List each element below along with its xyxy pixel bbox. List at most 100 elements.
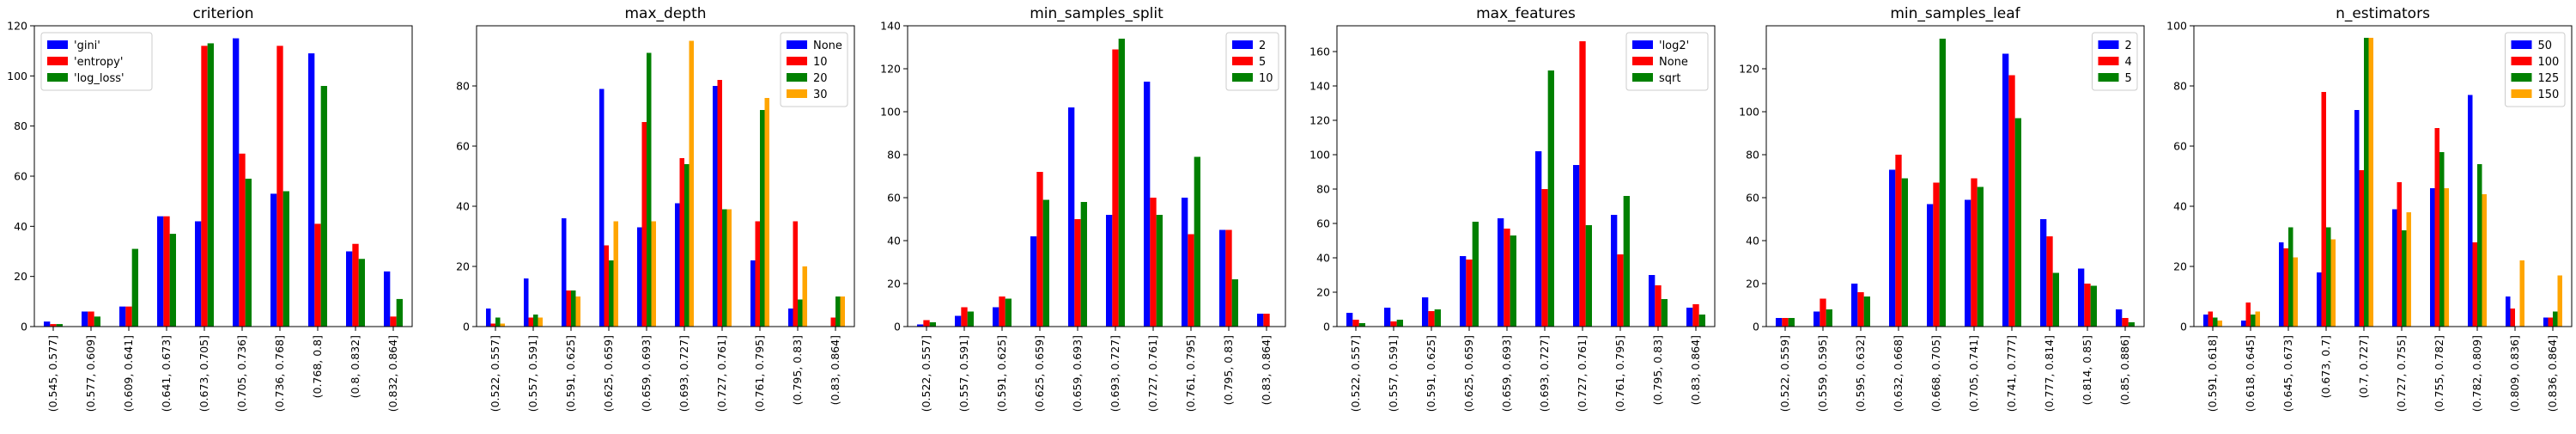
x-tick-label: (0.673, 0.705] <box>197 335 210 412</box>
bar <box>1971 178 1978 327</box>
bar <box>1390 321 1397 327</box>
bar <box>88 311 94 327</box>
bar <box>195 221 202 327</box>
x-tick-label: (0.625, 0.659] <box>1462 335 1475 412</box>
bar <box>1434 309 1441 327</box>
bar <box>2368 38 2373 327</box>
bar <box>524 278 529 327</box>
bar <box>2084 284 2091 327</box>
y-tick-label: 100 <box>7 70 27 83</box>
bar <box>2014 118 2021 327</box>
x-tick-label: (0.673, 0.7] <box>2319 335 2332 398</box>
bar <box>1649 275 1656 327</box>
axes-frame <box>1336 25 1716 327</box>
bar <box>1225 229 1232 327</box>
x-tick-label: (0.755, 0.782] <box>2433 335 2445 412</box>
bar <box>314 223 321 327</box>
bar <box>1194 156 1200 327</box>
bar <box>967 311 974 327</box>
y-tick-label: 0 <box>463 321 470 333</box>
legend-label: 50 <box>2538 40 2553 52</box>
bar <box>94 316 100 327</box>
bar <box>713 86 718 327</box>
bar <box>125 306 132 327</box>
bar <box>1611 215 1618 327</box>
y-tick-label: 40 <box>2173 200 2187 213</box>
bar <box>1504 229 1510 327</box>
legend-label: None <box>1659 56 1688 69</box>
bar <box>1782 318 1789 327</box>
bar <box>1428 311 1435 327</box>
legend-swatch <box>787 57 807 65</box>
bar <box>2078 268 2085 327</box>
x-tick-label: (0.83, 0.864] <box>1260 335 1273 405</box>
y-tick-label: 100 <box>2166 20 2187 33</box>
x-tick-label: (0.795, 0.83] <box>791 335 804 405</box>
x-tick-label: (0.814, 0.85] <box>2081 335 2093 405</box>
legend: 50 100 125 150 <box>2505 32 2566 107</box>
x-tick-label: (0.705, 0.736] <box>235 335 248 412</box>
bar <box>2434 128 2439 327</box>
axes-frame <box>907 25 1286 327</box>
bar <box>1498 218 1504 327</box>
y-tick-label: 140 <box>1309 80 1330 93</box>
bar <box>384 271 391 327</box>
y-tick-label: 0 <box>894 321 901 333</box>
bar <box>764 98 769 327</box>
x-tick-label: (0.545, 0.577] <box>46 335 59 412</box>
x-tick-label: (0.727, 0.761] <box>715 335 728 412</box>
bar <box>2241 321 2246 327</box>
bar <box>2477 164 2482 327</box>
legend-swatch <box>787 89 807 98</box>
bar <box>1788 318 1795 327</box>
y-tick-label: 80 <box>1746 149 1759 162</box>
bar <box>495 317 501 327</box>
bar <box>396 298 403 327</box>
legend-label: 'entropy' <box>74 56 123 69</box>
y-tick-label: 120 <box>1309 114 1330 127</box>
chart-title: min_samples_split <box>1030 5 1163 22</box>
y-tick-label: 140 <box>880 20 901 33</box>
axes-frame <box>1765 25 2145 327</box>
y-tick-label: 60 <box>1746 192 1759 205</box>
x-tick-label: (0.705, 0.741] <box>1967 335 1980 412</box>
bar <box>2293 257 2298 327</box>
y-tick-label: 120 <box>7 20 27 33</box>
bar <box>2090 285 2097 327</box>
legend-box <box>2505 32 2566 107</box>
bar <box>2116 309 2123 327</box>
bar <box>802 266 807 327</box>
bar <box>1150 198 1157 327</box>
bar <box>929 322 936 327</box>
bar <box>1118 39 1125 327</box>
bar <box>675 203 680 327</box>
y-tick-label: 40 <box>1746 235 1759 248</box>
bar <box>2122 318 2129 327</box>
bar <box>689 40 694 327</box>
bar <box>760 110 765 327</box>
x-tick-label: (0.85, 0.886] <box>2118 335 2131 405</box>
legend-swatch <box>2098 57 2119 65</box>
chart-title: max_depth <box>624 5 706 22</box>
x-tick-label: (0.836, 0.864] <box>2546 335 2559 412</box>
bar <box>993 307 999 327</box>
x-tick-label: (0.761, 0.795] <box>1613 335 1626 412</box>
legend-label: 150 <box>2538 89 2560 101</box>
x-tick-label: (0.591, 0.625] <box>1425 335 1437 412</box>
chart-title: max_features <box>1476 5 1576 22</box>
bar <box>717 80 722 327</box>
bar <box>1698 315 1705 327</box>
bar <box>1814 311 1820 327</box>
bar <box>1692 304 1699 327</box>
bar <box>830 317 835 327</box>
bar <box>2288 227 2293 327</box>
bar <box>528 317 533 327</box>
bar <box>1422 297 1429 327</box>
bar <box>163 216 170 327</box>
y-tick-label: 40 <box>887 235 901 248</box>
legend-label: 'log2' <box>1659 40 1689 52</box>
legend-swatch <box>47 57 68 65</box>
x-tick-label: (0.557, 0.591] <box>526 335 539 412</box>
axes-frame <box>476 25 855 327</box>
